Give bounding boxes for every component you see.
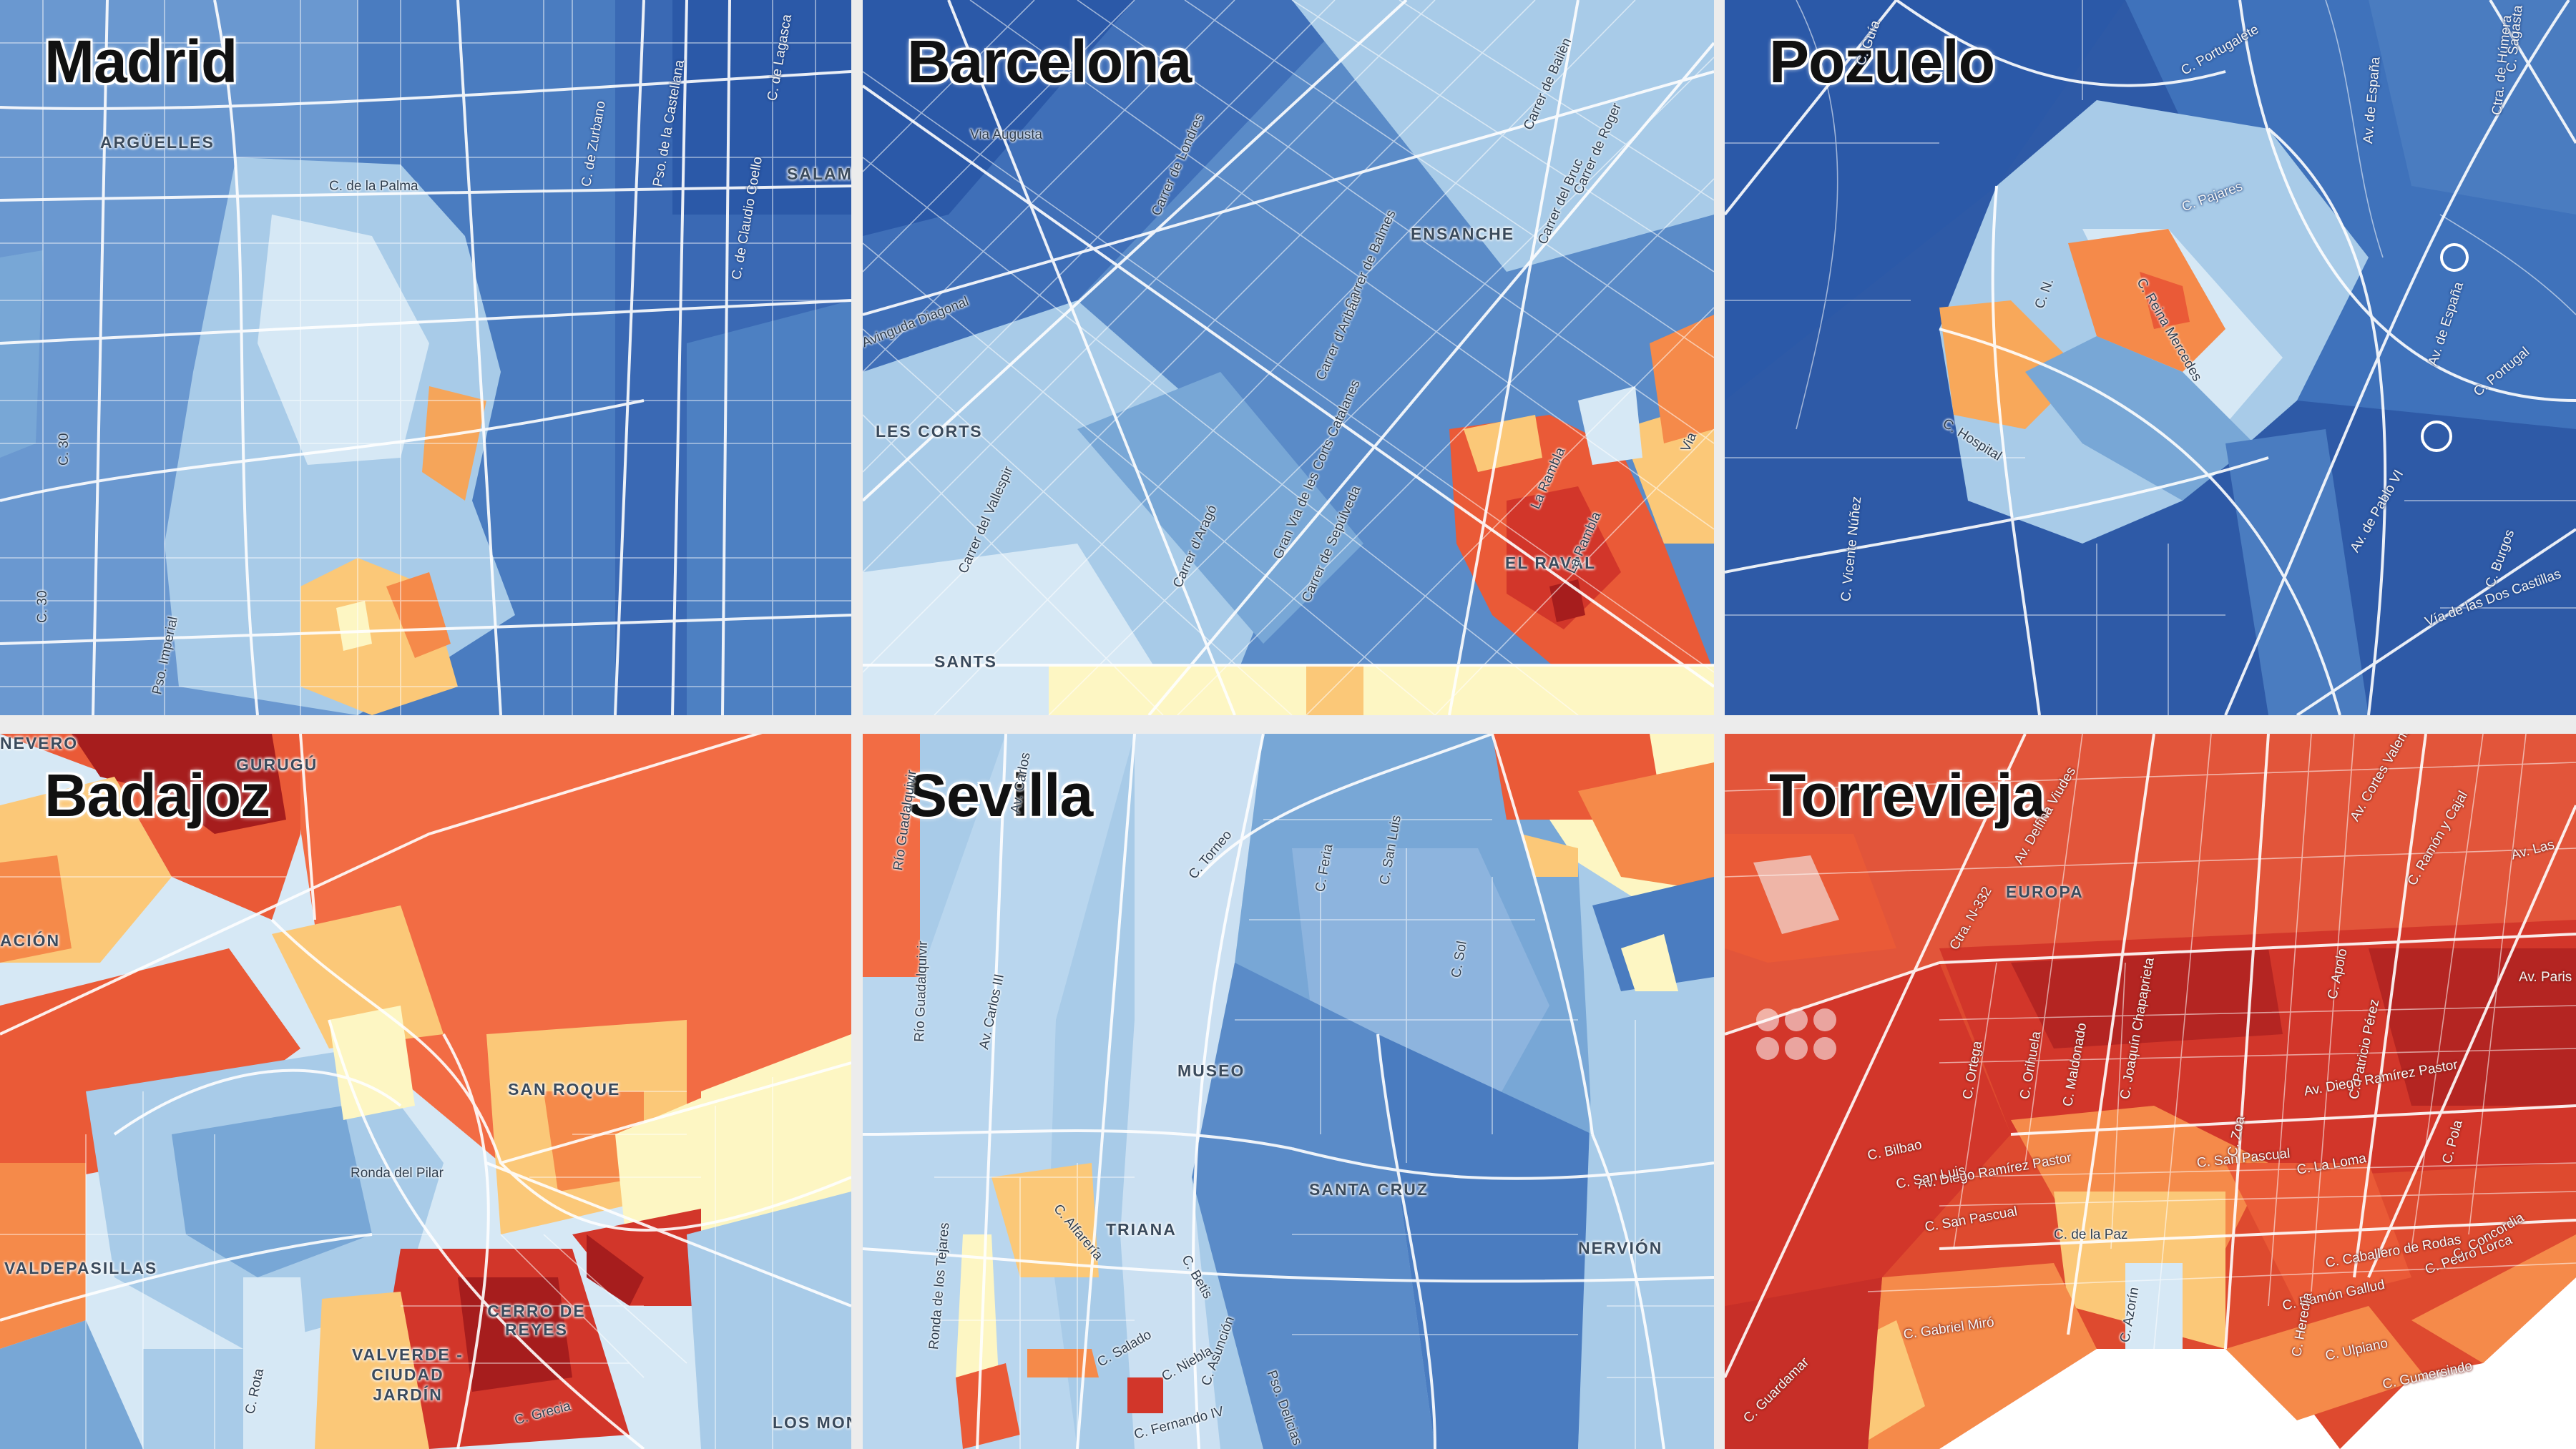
city-title-sevilla: Sevilla <box>907 762 1093 829</box>
city-title-torrevieja: Torrevieja <box>1769 762 2045 829</box>
neighborhood-label: ACIÓN <box>0 931 61 950</box>
neighborhood-label: TRIANA <box>1106 1220 1177 1239</box>
neighborhood-label: NERVIÓN <box>1578 1239 1663 1257</box>
neighborhood-label: LES CORTS <box>876 422 983 441</box>
neighborhood-label: SANTS <box>934 652 997 671</box>
neighborhood-label: MUSEO <box>1177 1061 1245 1080</box>
neighborhood-label: GURUGÚ <box>236 755 318 774</box>
torrevieja-map <box>1725 734 2576 1449</box>
neighborhood-label: ENSANCHE <box>1411 225 1515 243</box>
map-panel-pozuelo: Pozuelo C. Guía C. Portugalete C. Pajare… <box>1725 0 2576 715</box>
city-title-barcelona: Barcelona <box>907 28 1192 95</box>
neighborhood-label: VALVERDE - CIUDAD JARDÍN <box>352 1345 464 1404</box>
street-label: Av. Paris <box>2519 970 2572 985</box>
pozuelo-map <box>1725 0 2576 715</box>
street-label: C. 30 <box>57 433 72 466</box>
neighborhood-label: SANTA CRUZ <box>1309 1180 1429 1199</box>
neighborhood-label: VALDEPASILLAS <box>4 1259 158 1277</box>
city-title-pozuelo: Pozuelo <box>1769 28 1995 95</box>
neighborhood-label: NEVERO <box>0 734 79 752</box>
street-label: C. de la Palma <box>329 179 418 194</box>
barcelona-map <box>863 0 1714 715</box>
map-panel-sevilla: Sevilla MUSEO TRIANA SANTA CRUZ NERVIÓN … <box>863 734 1714 1449</box>
map-panel-madrid: Madrid ARGÜELLES SALAM C. de la Palma C.… <box>0 0 851 715</box>
badajoz-map <box>0 734 851 1449</box>
neighborhood-label: ARGÜELLES <box>100 133 215 152</box>
sevilla-map <box>863 734 1714 1449</box>
street-label: Via Augusta <box>970 127 1043 142</box>
city-title-badajoz: Badajoz <box>44 762 270 829</box>
map-panel-torrevieja: Torrevieja EUROPA Av. Delfina Viudes Av.… <box>1725 734 2576 1449</box>
neighborhood-label: EUROPA <box>2006 883 2084 901</box>
neighborhood-label: EL RAVAL <box>1505 554 1597 572</box>
street-label: C. de la Paz <box>2054 1227 2128 1242</box>
map-panel-badajoz: Badajoz GURUGÚ SAN ROQUE VALDEPASILLAS C… <box>0 734 851 1449</box>
street-label: C. 30 <box>35 590 50 623</box>
map-panel-barcelona: Barcelona ENSANCHE LES CORTS EL RAVAL SA… <box>863 0 1714 715</box>
street-label: Ronda del Pilar <box>351 1166 444 1181</box>
neighborhood-label: LOS MONTITOS <box>773 1413 851 1432</box>
madrid-map <box>0 0 851 715</box>
city-title-madrid: Madrid <box>44 28 237 95</box>
neighborhood-label: CERRO DE REYES <box>487 1302 586 1339</box>
neighborhood-label: SAN ROQUE <box>508 1080 621 1099</box>
neighborhood-label: SALAM <box>787 164 851 183</box>
